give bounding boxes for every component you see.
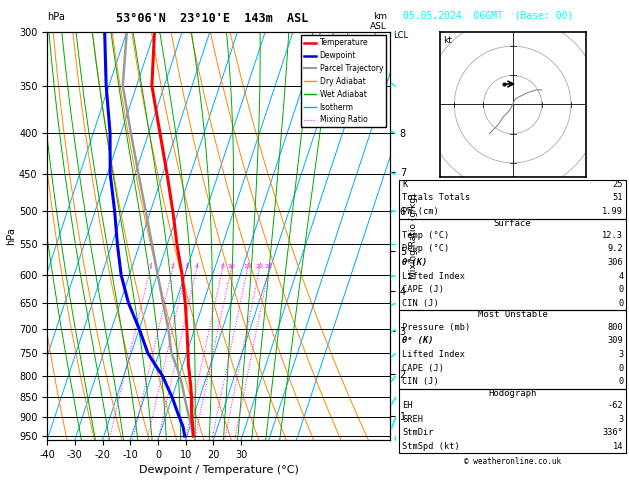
Text: Dewp (°C): Dewp (°C) (402, 244, 449, 254)
Text: 306: 306 (608, 258, 623, 267)
Text: Hodograph: Hodograph (489, 389, 537, 398)
Text: 20: 20 (255, 264, 264, 269)
Y-axis label: hPa: hPa (6, 227, 16, 244)
Text: © weatheronline.co.uk: © weatheronline.co.uk (464, 457, 561, 466)
Text: 53°06'N  23°10'E  143m  ASL: 53°06'N 23°10'E 143m ASL (116, 12, 308, 25)
Text: 3: 3 (618, 350, 623, 359)
Text: 9.2: 9.2 (608, 244, 623, 254)
Text: Totals Totals: Totals Totals (402, 193, 470, 203)
Text: 1.99: 1.99 (603, 207, 623, 216)
Text: 3: 3 (618, 415, 623, 424)
Text: LCL: LCL (393, 31, 408, 40)
Text: hPa: hPa (47, 12, 65, 22)
Text: -62: -62 (608, 401, 623, 410)
Text: 25: 25 (613, 180, 623, 189)
Text: Lifted Index: Lifted Index (402, 272, 465, 281)
Text: 0: 0 (618, 377, 623, 386)
Text: CAPE (J): CAPE (J) (402, 285, 444, 295)
Text: StmDir: StmDir (402, 428, 433, 437)
Y-axis label: Mixing Ratio (g/kg): Mixing Ratio (g/kg) (409, 193, 418, 278)
Text: 05.05.2024  06GMT  (Base: 00): 05.05.2024 06GMT (Base: 00) (403, 11, 573, 21)
Text: 0: 0 (618, 299, 623, 308)
Text: 15: 15 (243, 264, 251, 269)
Text: 14: 14 (613, 442, 623, 451)
Text: 0: 0 (618, 364, 623, 373)
Text: SREH: SREH (402, 415, 423, 424)
Text: 0: 0 (618, 285, 623, 295)
Text: 4: 4 (194, 264, 199, 269)
Text: km
ASL: km ASL (370, 12, 387, 31)
Text: 800: 800 (608, 323, 623, 332)
Text: Pressure (mb): Pressure (mb) (402, 323, 470, 332)
Text: Surface: Surface (494, 219, 532, 227)
Text: 10: 10 (227, 264, 235, 269)
Text: kt: kt (443, 36, 452, 45)
Text: 3: 3 (184, 264, 188, 269)
Text: 2: 2 (170, 264, 174, 269)
Text: 309: 309 (608, 336, 623, 346)
Text: 8: 8 (220, 264, 225, 269)
Text: CAPE (J): CAPE (J) (402, 364, 444, 373)
Text: StmSpd (kt): StmSpd (kt) (402, 442, 460, 451)
Text: θᵉ(K): θᵉ(K) (402, 258, 428, 267)
Text: 336°: 336° (603, 428, 623, 437)
X-axis label: Dewpoint / Temperature (°C): Dewpoint / Temperature (°C) (138, 465, 299, 475)
Text: EH: EH (402, 401, 413, 410)
Legend: Temperature, Dewpoint, Parcel Trajectory, Dry Adiabat, Wet Adiabat, Isotherm, Mi: Temperature, Dewpoint, Parcel Trajectory… (301, 35, 386, 127)
Text: 4: 4 (618, 272, 623, 281)
Text: 51: 51 (613, 193, 623, 203)
Text: Temp (°C): Temp (°C) (402, 231, 449, 240)
Text: CIN (J): CIN (J) (402, 299, 438, 308)
Text: 1: 1 (148, 264, 152, 269)
Text: CIN (J): CIN (J) (402, 377, 438, 386)
Text: Most Unstable: Most Unstable (477, 311, 548, 319)
Text: 12.3: 12.3 (603, 231, 623, 240)
Text: PW (cm): PW (cm) (402, 207, 438, 216)
Text: 25: 25 (265, 264, 273, 269)
Text: θᵉ (K): θᵉ (K) (402, 336, 433, 346)
Text: K: K (402, 180, 407, 189)
Text: Lifted Index: Lifted Index (402, 350, 465, 359)
